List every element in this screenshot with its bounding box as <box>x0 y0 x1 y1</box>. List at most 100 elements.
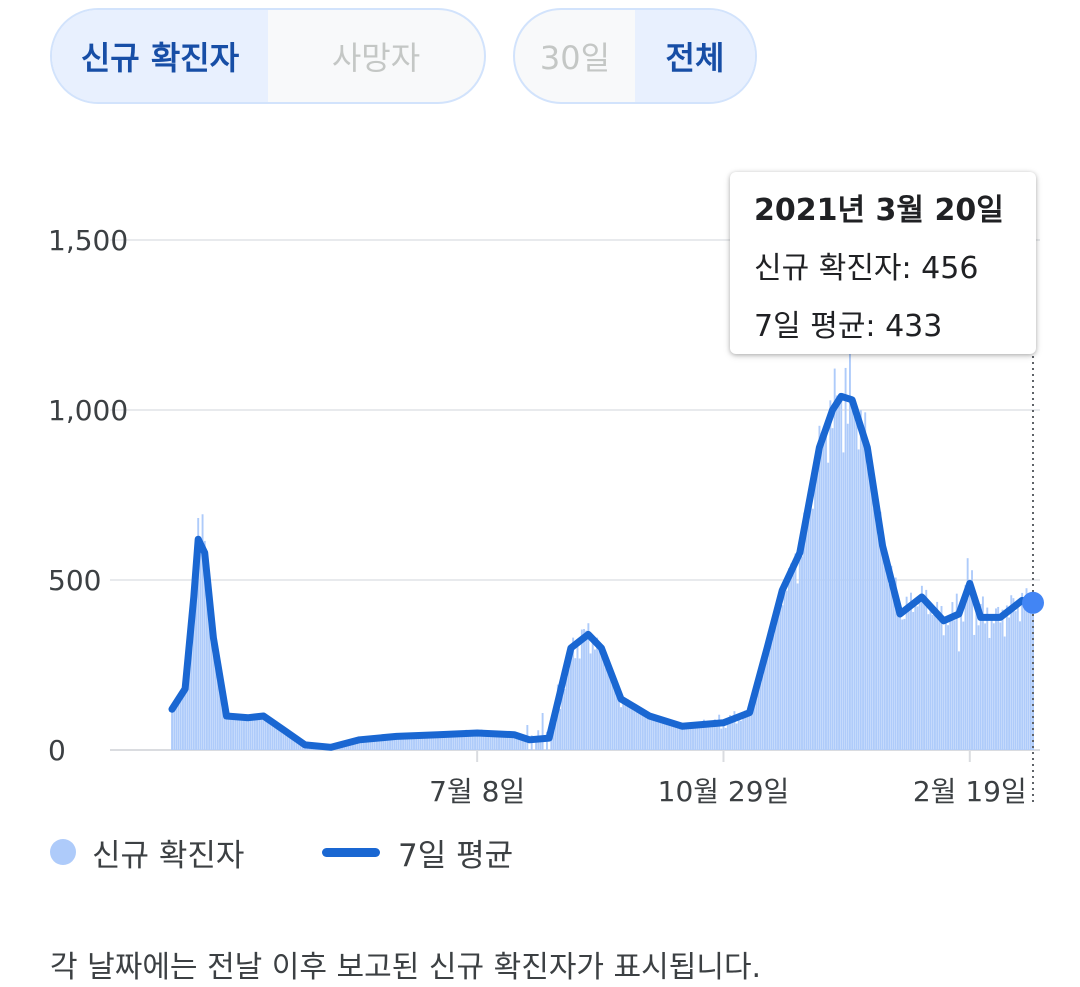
daily-case-bar <box>761 664 764 750</box>
daily-case-bar <box>772 619 775 750</box>
daily-case-bar <box>713 719 716 750</box>
daily-case-bar <box>574 658 577 750</box>
daily-case-bar <box>964 585 967 750</box>
daily-case-bar <box>404 734 407 750</box>
deaths-tab[interactable]: 사망자 <box>331 39 421 77</box>
daily-case-bar <box>524 738 527 750</box>
daily-case-bar <box>840 397 843 750</box>
daily-case-bar <box>391 736 394 750</box>
daily-case-bar <box>365 738 367 750</box>
daily-case-bar <box>247 714 250 750</box>
daily-case-bar <box>641 708 644 750</box>
daily-case-bar <box>720 728 723 750</box>
daily-case-bar <box>857 449 860 750</box>
daily-case-bar <box>988 637 991 750</box>
daily-case-bar <box>286 733 289 750</box>
daily-case-bar <box>487 734 490 750</box>
daily-case-bar <box>650 719 653 750</box>
daily-case-bar <box>853 410 856 750</box>
daily-case-bar <box>726 722 729 750</box>
daily-case-bar <box>352 742 354 750</box>
daily-case-bar <box>615 686 618 750</box>
daily-case-bar <box>735 723 738 750</box>
daily-case-bar <box>859 410 862 750</box>
daily-case-bar <box>1023 605 1026 750</box>
daily-case-bar <box>724 727 727 750</box>
daily-case-bar <box>229 716 232 750</box>
daily-case-bar <box>1016 600 1019 750</box>
daily-case-bar <box>474 735 476 750</box>
daily-case-bar <box>968 590 971 750</box>
daily-case-bar <box>177 697 180 750</box>
daily-case-bar <box>539 737 542 750</box>
new-cases-tab[interactable]: 신규 확진자 <box>52 10 268 102</box>
daily-case-bar <box>587 623 590 750</box>
daily-case-bar <box>273 721 276 750</box>
daily-case-bar <box>665 723 668 750</box>
daily-case-bar <box>896 614 899 750</box>
daily-case-bar <box>188 638 191 750</box>
daily-case-bar <box>807 506 810 750</box>
daily-case-bar <box>818 425 821 750</box>
daily-case-bar <box>742 715 745 750</box>
daily-case-bar <box>572 637 575 750</box>
daily-case-bar <box>890 565 893 750</box>
daily-case-bar <box>423 734 426 750</box>
daily-case-bar <box>995 608 997 750</box>
daily-case-bar <box>197 517 200 750</box>
daily-case-bar <box>639 712 642 750</box>
daily-case-bar <box>696 726 699 750</box>
daily-case-bar <box>393 735 396 750</box>
daily-case-bar <box>683 724 686 750</box>
daily-case-bar <box>554 708 557 750</box>
daily-case-bar <box>942 635 945 750</box>
daily-case-bar <box>934 613 936 750</box>
daily-case-bar <box>731 720 734 750</box>
daily-case-bar <box>864 412 867 750</box>
daily-case-bar <box>842 452 845 750</box>
daily-case-bar <box>692 725 694 750</box>
daily-case-bar <box>234 716 237 750</box>
daily-case-bar <box>661 719 664 750</box>
daily-case-bar <box>888 584 891 750</box>
daily-case-bar <box>953 620 956 750</box>
range-all-tab[interactable]: 전체 <box>635 10 755 102</box>
daily-case-bar <box>421 735 424 750</box>
y-tick-label: 0 <box>48 734 66 767</box>
daily-case-bar <box>920 585 923 750</box>
daily-case-bar <box>633 706 636 750</box>
daily-case-bar <box>578 658 581 750</box>
daily-case-bar <box>419 733 422 750</box>
y-tick-label: 1,000 <box>48 394 128 427</box>
daily-case-bar <box>990 614 993 750</box>
range-30-days-tab[interactable]: 30일 <box>539 39 611 77</box>
daily-case-bar <box>709 727 712 750</box>
daily-case-bar <box>452 734 455 750</box>
daily-case-bar <box>465 729 468 750</box>
daily-case-bar <box>269 720 272 750</box>
daily-case-bar <box>766 656 769 750</box>
daily-case-bar <box>881 551 884 750</box>
daily-case-bar <box>216 658 219 750</box>
daily-case-bar <box>973 634 976 750</box>
daily-case-bar <box>794 553 797 750</box>
daily-case-bar <box>214 651 217 750</box>
daily-case-bar <box>277 725 280 750</box>
daily-case-bar <box>498 734 500 750</box>
daily-case-bar <box>984 623 987 750</box>
daily-case-bar <box>851 398 854 750</box>
daily-case-bar <box>763 650 766 750</box>
daily-case-bar <box>493 734 496 750</box>
daily-case-bar <box>282 730 285 750</box>
daily-case-bar <box>755 692 758 750</box>
daily-case-bar <box>240 719 243 750</box>
daily-case-bar <box>740 720 742 750</box>
daily-case-bar <box>805 507 808 750</box>
daily-case-bar <box>563 688 566 750</box>
daily-case-bar <box>482 734 485 750</box>
daily-case-bar <box>288 732 291 750</box>
daily-case-bar <box>912 611 915 750</box>
daily-case-bar <box>535 741 538 750</box>
daily-case-bar <box>173 703 176 750</box>
cases-chart[interactable]: 0 500 1,000 1,500 7월 8일 10월 29일 2월 19일 <box>0 0 1080 815</box>
